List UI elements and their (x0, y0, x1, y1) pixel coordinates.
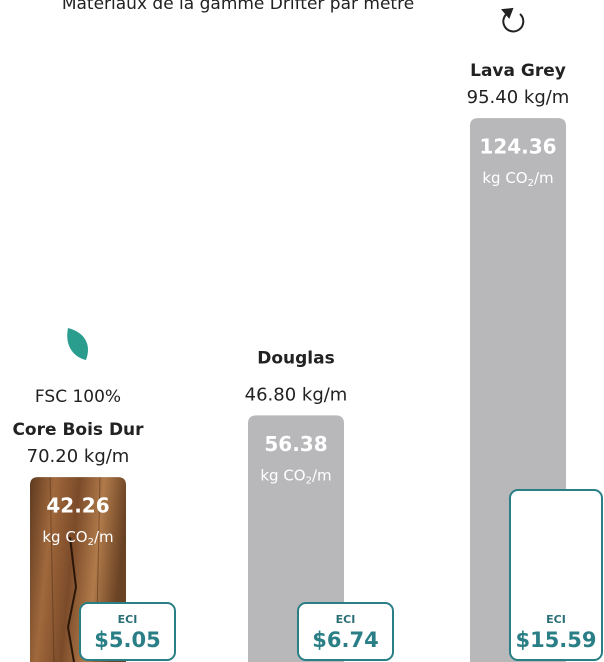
category-label: Douglas (257, 348, 334, 368)
weight-label: 46.80 kg/m (245, 384, 348, 405)
category-label: Core Bois Dur (12, 420, 144, 440)
unit-suffix: /m (312, 466, 332, 484)
eci-value: $5.05 (94, 628, 160, 652)
unit-suffix: /m (534, 169, 554, 187)
unit-prefix: kg CO (260, 466, 305, 484)
unit-prefix: kg CO (482, 169, 527, 187)
eci-label: ECI (546, 613, 566, 626)
leaf-icon (67, 328, 88, 360)
unit-sub: 2 (528, 178, 534, 189)
eci-badge (79, 602, 176, 661)
bar (248, 415, 344, 662)
unit-label: kg CO2/m (42, 528, 113, 549)
eci-label: ECI (336, 613, 356, 626)
eci-label: ECI (118, 613, 138, 626)
annotation: FSC 100% (35, 387, 121, 407)
reload-icon[interactable] (501, 7, 525, 33)
unit-label: kg CO2/m (260, 466, 331, 487)
unit-suffix: /m (94, 528, 114, 546)
wood-crack (66, 537, 78, 662)
eci-badge (509, 489, 603, 661)
unit-prefix: kg CO (42, 528, 87, 546)
eci-value: $6.74 (312, 628, 378, 652)
eci-badge (297, 602, 394, 661)
unit-label: kg CO2/m (482, 169, 553, 190)
value-label: 42.26 (46, 494, 109, 518)
unit-sub: 2 (88, 537, 94, 548)
category-label: Lava Grey (470, 61, 566, 81)
value-label: 124.36 (479, 135, 556, 159)
eci-value: $15.59 (515, 628, 596, 652)
weight-label: 70.20 kg/m (27, 446, 130, 467)
chart-title: Matériaux de la gamme Drifter par mètre (62, 0, 414, 14)
unit-sub: 2 (306, 475, 312, 486)
weight-label: 95.40 kg/m (467, 87, 570, 108)
value-label: 56.38 (264, 432, 327, 456)
